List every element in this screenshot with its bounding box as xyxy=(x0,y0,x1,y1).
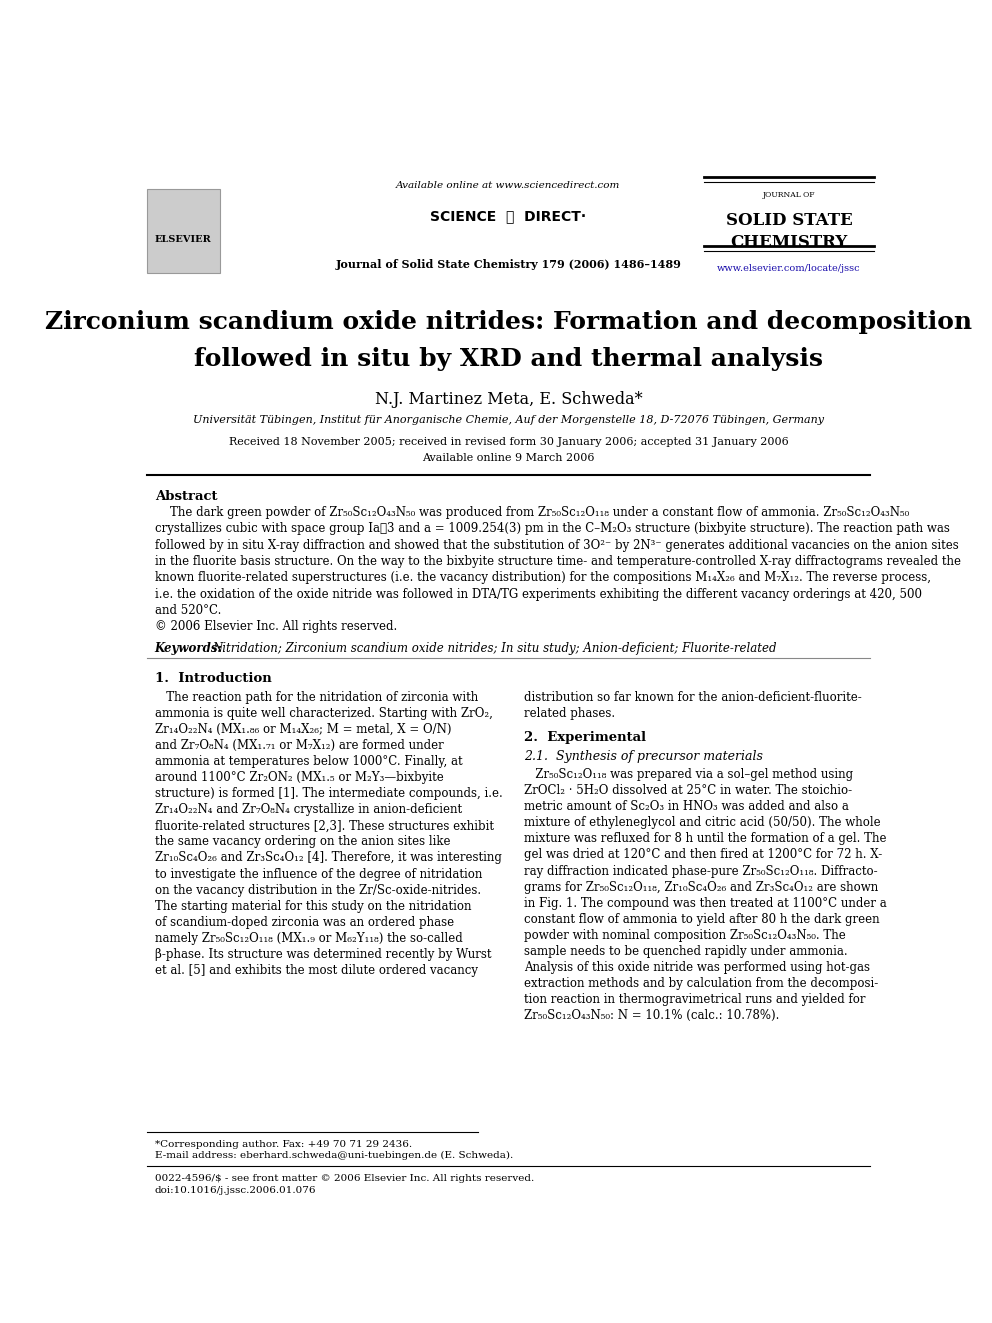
Text: 2.1.  Synthesis of precursor materials: 2.1. Synthesis of precursor materials xyxy=(524,750,763,762)
Text: Received 18 November 2005; received in revised form 30 January 2006; accepted 31: Received 18 November 2005; received in r… xyxy=(228,437,789,447)
Text: β-phase. Its structure was determined recently by Wurst: β-phase. Its structure was determined re… xyxy=(155,949,491,960)
Text: powder with nominal composition Zr₅₀Sc₁₂O₄₃N₅₀. The: powder with nominal composition Zr₅₀Sc₁₂… xyxy=(524,929,845,942)
Text: N.J. Martinez Meta, E. Schweda*: N.J. Martinez Meta, E. Schweda* xyxy=(375,392,642,407)
Text: ZrOCl₂ · 5H₂O dissolved at 25°C in water. The stoichio-: ZrOCl₂ · 5H₂O dissolved at 25°C in water… xyxy=(524,785,852,796)
Text: mixture of ethyleneglycol and citric acid (50/50). The whole: mixture of ethyleneglycol and citric aci… xyxy=(524,816,881,830)
Text: constant flow of ammonia to yield after 80 h the dark green: constant flow of ammonia to yield after … xyxy=(524,913,879,926)
Text: on the vacancy distribution in the Zr/Sc-oxide-nitrides.: on the vacancy distribution in the Zr/Sc… xyxy=(155,884,481,897)
Text: and Zr₇O₈N₄ (MX₁.₇₁ or M₇X₁₂) are formed under: and Zr₇O₈N₄ (MX₁.₇₁ or M₇X₁₂) are formed… xyxy=(155,738,443,751)
Text: Available online 9 March 2006: Available online 9 March 2006 xyxy=(423,454,594,463)
Text: © 2006 Elsevier Inc. All rights reserved.: © 2006 Elsevier Inc. All rights reserved… xyxy=(155,620,397,634)
Text: the same vacancy ordering on the anion sites like: the same vacancy ordering on the anion s… xyxy=(155,835,450,848)
Text: SCIENCE  ⓓ  DIRECT·: SCIENCE ⓓ DIRECT· xyxy=(431,209,586,224)
Text: and 520°C.: and 520°C. xyxy=(155,603,221,617)
Text: The dark green powder of Zr₅₀Sc₁₂O₄₃N₅₀ was produced from Zr₅₀Sc₁₂O₁₁₈ under a c: The dark green powder of Zr₅₀Sc₁₂O₄₃N₅₀ … xyxy=(155,507,909,519)
Text: SOLID STATE: SOLID STATE xyxy=(725,212,852,229)
Text: JOURNAL OF: JOURNAL OF xyxy=(763,192,815,200)
Text: distribution so far known for the anion-deficient-fluorite-: distribution so far known for the anion-… xyxy=(524,691,861,704)
Text: ELSEVIER: ELSEVIER xyxy=(155,235,211,245)
Text: structure) is formed [1]. The intermediate compounds, i.e.: structure) is formed [1]. The intermedia… xyxy=(155,787,503,800)
Text: followed by in situ X-ray diffraction and showed that the substitution of 3O²⁻ b: followed by in situ X-ray diffraction an… xyxy=(155,538,958,552)
Text: metric amount of Sc₂O₃ in HNO₃ was added and also a: metric amount of Sc₂O₃ in HNO₃ was added… xyxy=(524,800,848,814)
Text: sample needs to be quenched rapidly under ammonia.: sample needs to be quenched rapidly unde… xyxy=(524,945,847,958)
Text: E-mail address: eberhard.schweda@uni-tuebingen.de (E. Schweda).: E-mail address: eberhard.schweda@uni-tue… xyxy=(155,1151,513,1160)
Text: CHEMISTRY: CHEMISTRY xyxy=(730,234,847,251)
Text: of scandium-doped zirconia was an ordered phase: of scandium-doped zirconia was an ordere… xyxy=(155,916,454,929)
Text: Universität Tübingen, Institut für Anorganische Chemie, Auf der Morgenstelle 18,: Universität Tübingen, Institut für Anorg… xyxy=(192,415,824,426)
Text: Keywords:: Keywords: xyxy=(155,642,222,655)
Text: gel was dried at 120°C and then fired at 1200°C for 72 h. X-: gel was dried at 120°C and then fired at… xyxy=(524,848,882,861)
Text: Zr₁₀Sc₄O₂₆ and Zr₃Sc₄O₁₂ [4]. Therefore, it was interesting: Zr₁₀Sc₄O₂₆ and Zr₃Sc₄O₁₂ [4]. Therefore,… xyxy=(155,852,502,864)
FancyBboxPatch shape xyxy=(147,189,220,273)
Text: Available online at www.sciencedirect.com: Available online at www.sciencedirect.co… xyxy=(396,181,621,191)
Text: tion reaction in thermogravimetrical runs and yielded for: tion reaction in thermogravimetrical run… xyxy=(524,994,865,1007)
Text: 0022-4596/$ - see front matter © 2006 Elsevier Inc. All rights reserved.: 0022-4596/$ - see front matter © 2006 El… xyxy=(155,1175,534,1183)
Text: The starting material for this study on the nitridation: The starting material for this study on … xyxy=(155,900,471,913)
Text: Analysis of this oxide nitride was performed using hot-gas: Analysis of this oxide nitride was perfo… xyxy=(524,960,870,974)
Text: to investigate the influence of the degree of nitridation: to investigate the influence of the degr… xyxy=(155,868,482,881)
Text: mixture was refluxed for 8 h until the formation of a gel. The: mixture was refluxed for 8 h until the f… xyxy=(524,832,886,845)
Text: Abstract: Abstract xyxy=(155,490,217,503)
Text: www.elsevier.com/locate/jssc: www.elsevier.com/locate/jssc xyxy=(717,263,861,273)
Text: Nitridation; Zirconium scandium oxide nitrides; In situ study; Anion-deficient; : Nitridation; Zirconium scandium oxide ni… xyxy=(212,642,777,655)
Text: 1.  Introduction: 1. Introduction xyxy=(155,672,272,685)
Text: ammonia at temperatures below 1000°C. Finally, at: ammonia at temperatures below 1000°C. Fi… xyxy=(155,755,462,767)
Text: Zr₅₀Sc₁₂O₁₁₈ was prepared via a sol–gel method using: Zr₅₀Sc₁₂O₁₁₈ was prepared via a sol–gel … xyxy=(524,767,853,781)
Text: fluorite-related structures [2,3]. These structures exhibit: fluorite-related structures [2,3]. These… xyxy=(155,819,494,832)
Text: extraction methods and by calculation from the decomposi-: extraction methods and by calculation fr… xyxy=(524,978,878,990)
Text: Journal of Solid State Chemistry 179 (2006) 1486–1489: Journal of Solid State Chemistry 179 (20… xyxy=(335,258,682,270)
Text: crystallizes cubic with space group Ia͟3 and a = 1009.254(3) pm in the C–M₂O₃ st: crystallizes cubic with space group Ia͟3… xyxy=(155,523,949,536)
Text: namely Zr₅₀Sc₁₂O₁₁₈ (MX₁.₉ or M₆₂Y₁₁₈) the so-called: namely Zr₅₀Sc₁₂O₁₁₈ (MX₁.₉ or M₆₂Y₁₁₈) t… xyxy=(155,931,462,945)
Text: related phases.: related phases. xyxy=(524,706,615,720)
Text: ammonia is quite well characterized. Starting with ZrO₂,: ammonia is quite well characterized. Sta… xyxy=(155,706,493,720)
Text: known fluorite-related superstructures (i.e. the vacancy distribution) for the c: known fluorite-related superstructures (… xyxy=(155,572,930,585)
Text: et al. [5] and exhibits the most dilute ordered vacancy: et al. [5] and exhibits the most dilute … xyxy=(155,964,478,978)
Text: *Corresponding author. Fax: +49 70 71 29 2436.: *Corresponding author. Fax: +49 70 71 29… xyxy=(155,1140,412,1148)
Text: followed in situ by XRD and thermal analysis: followed in situ by XRD and thermal anal… xyxy=(193,347,823,372)
Text: The reaction path for the nitridation of zirconia with: The reaction path for the nitridation of… xyxy=(155,691,478,704)
Text: doi:10.1016/j.jssc.2006.01.076: doi:10.1016/j.jssc.2006.01.076 xyxy=(155,1185,316,1195)
Text: ray diffraction indicated phase-pure Zr₅₀Sc₁₂O₁₁₈. Diffracto-: ray diffraction indicated phase-pure Zr₅… xyxy=(524,864,877,877)
Text: Zirconium scandium oxide nitrides: Formation and decomposition: Zirconium scandium oxide nitrides: Forma… xyxy=(45,310,972,333)
Text: in Fig. 1. The compound was then treated at 1100°C under a: in Fig. 1. The compound was then treated… xyxy=(524,897,887,910)
Text: grams for Zr₅₀Sc₁₂O₁₁₈, Zr₁₀Sc₄O₂₆ and Zr₃Sc₄O₁₂ are shown: grams for Zr₅₀Sc₁₂O₁₁₈, Zr₁₀Sc₄O₂₆ and Z… xyxy=(524,881,878,893)
Text: 2.  Experimental: 2. Experimental xyxy=(524,732,646,745)
Text: Zr₁₄O₂₂N₄ and Zr₇O₈N₄ crystallize in anion-deficient: Zr₁₄O₂₂N₄ and Zr₇O₈N₄ crystallize in ani… xyxy=(155,803,462,816)
Text: Zr₁₄O₂₂N₄ (MX₁.₈₆ or M₁₄X₂₆; M = metal, X = O/N): Zr₁₄O₂₂N₄ (MX₁.₈₆ or M₁₄X₂₆; M = metal, … xyxy=(155,722,451,736)
Text: Zr₅₀Sc₁₂O₄₃N₅₀: N = 10.1% (calc.: 10.78%).: Zr₅₀Sc₁₂O₄₃N₅₀: N = 10.1% (calc.: 10.78%… xyxy=(524,1009,779,1023)
Text: in the fluorite basis structure. On the way to the bixbyite structure time- and : in the fluorite basis structure. On the … xyxy=(155,556,960,568)
Text: i.e. the oxidation of the oxide nitride was followed in DTA/TG experiments exhib: i.e. the oxidation of the oxide nitride … xyxy=(155,587,922,601)
Text: around 1100°C Zr₂ON₂ (MX₁.₅ or M₂Y₃—bixbyite: around 1100°C Zr₂ON₂ (MX₁.₅ or M₂Y₃—bixb… xyxy=(155,771,443,785)
